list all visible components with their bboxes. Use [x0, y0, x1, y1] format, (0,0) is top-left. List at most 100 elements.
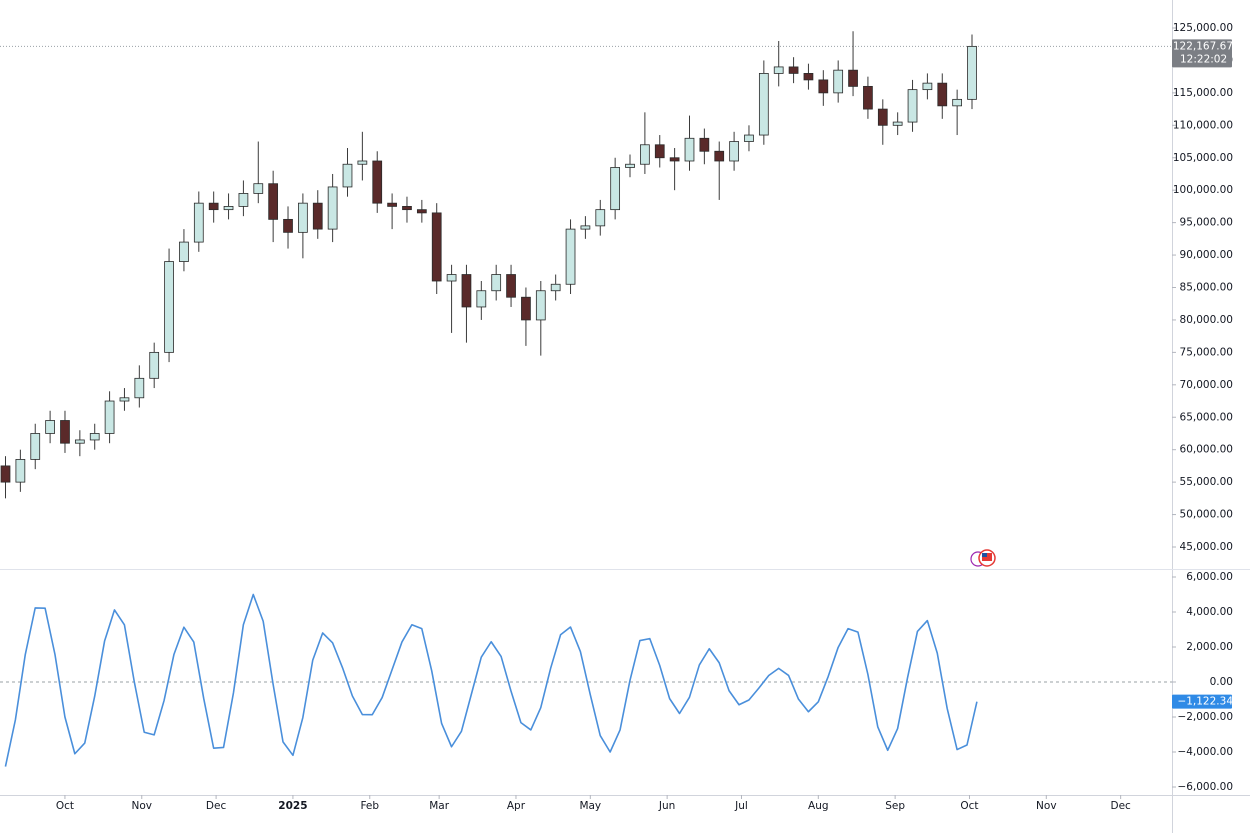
- y-tick-label: 0.00: [1210, 676, 1233, 688]
- candle-body: [15, 459, 26, 483]
- candle-body: [327, 186, 338, 230]
- candle-body: [521, 296, 531, 321]
- candle-body: [788, 66, 799, 74]
- icon-flag-canton: [982, 553, 987, 557]
- candle-body: [937, 82, 948, 107]
- candle-body: [535, 290, 546, 321]
- candle-body: [565, 228, 576, 285]
- x-tick-label: 2025: [278, 800, 307, 812]
- x-tick-label: Mar: [429, 800, 449, 812]
- candle-body: [907, 89, 918, 123]
- tag-box: [1172, 39, 1232, 68]
- last-value-tag: −1,122.34: [1172, 694, 1233, 709]
- candle-body: [491, 274, 502, 292]
- candle-body: [833, 69, 844, 94]
- y-tick-label: −4,000.00: [1177, 746, 1233, 758]
- candle-body: [595, 209, 606, 227]
- x-tick-label: Nov: [132, 800, 153, 812]
- candle-body: [699, 137, 710, 152]
- y-tick-label: 90,000.00: [1180, 249, 1233, 261]
- candle-body: [387, 202, 397, 207]
- x-tick-label: Oct: [960, 800, 978, 812]
- y-tick-label: 75,000.00: [1180, 346, 1233, 358]
- candle-body: [253, 183, 264, 194]
- y-tick-label: 4,000.00: [1186, 606, 1233, 618]
- candle-body: [506, 274, 516, 298]
- y-tick-label: 115,000.00: [1173, 87, 1233, 99]
- candle-body: [684, 137, 695, 162]
- last-value-tag: 122,167.67: [1172, 39, 1233, 68]
- candle-body: [744, 134, 754, 142]
- candle-body: [60, 420, 70, 444]
- x-tick-label: Sep: [885, 800, 905, 812]
- x-tick-label: Feb: [360, 800, 379, 812]
- candle-body: [714, 150, 725, 162]
- candle-body: [134, 377, 145, 399]
- candle-body: [952, 98, 962, 107]
- candle-body: [164, 261, 174, 353]
- event-icon: [970, 549, 996, 567]
- candle-body: [104, 400, 115, 434]
- candle-body: [669, 157, 680, 162]
- candle-body: [89, 433, 100, 441]
- candles: [0, 31, 977, 499]
- candle-body: [877, 108, 888, 126]
- candle-body: [803, 73, 814, 81]
- y-tick-label: 125,000.00: [1173, 22, 1233, 34]
- candle-body: [372, 160, 383, 204]
- candle-body: [45, 420, 55, 434]
- x-tick-label: Dec: [1110, 800, 1131, 812]
- y-tick-label: 6,000.00: [1186, 571, 1233, 583]
- candle-body: [758, 73, 769, 136]
- y-tick-label: 80,000.00: [1180, 314, 1233, 326]
- tag-box: [1172, 694, 1232, 709]
- candle-body: [967, 45, 977, 100]
- y-tick-label: 105,000.00: [1173, 152, 1233, 164]
- candle-body: [446, 274, 457, 282]
- candle-body: [30, 433, 41, 460]
- tag-text: −1,122.34: [1177, 696, 1233, 708]
- candle-body: [119, 397, 130, 402]
- candle-body: [729, 141, 739, 162]
- candle-body: [580, 225, 591, 230]
- x-tick-label: Dec: [206, 800, 227, 812]
- candle-body: [0, 465, 11, 483]
- candle-body: [773, 66, 784, 74]
- x-tick-label: Nov: [1036, 800, 1057, 812]
- candle-body: [357, 160, 368, 165]
- candle-body: [550, 283, 561, 292]
- y-tick-label: 45,000.00: [1180, 541, 1233, 553]
- candle-body: [208, 202, 219, 211]
- y-tick-label: 60,000.00: [1180, 444, 1233, 456]
- candle-body: [654, 144, 665, 159]
- candle-body: [268, 183, 279, 220]
- candle-body: [848, 69, 858, 87]
- x-tick-label: Aug: [808, 800, 829, 812]
- y-tick-label: 85,000.00: [1180, 282, 1233, 294]
- countdown: 12:22:02: [1180, 53, 1227, 65]
- y-tick-label: 110,000.00: [1173, 119, 1233, 131]
- x-tick-label: Jul: [734, 800, 748, 812]
- oscillator-line: [4, 593, 978, 767]
- candle-body: [74, 439, 85, 444]
- candle-body: [610, 167, 621, 211]
- candle-body: [863, 85, 873, 110]
- candle-body: [342, 163, 353, 188]
- candle-body: [476, 290, 487, 308]
- candle-body: [283, 218, 293, 233]
- candle-body: [179, 241, 189, 262]
- y-tick-label: 65,000.00: [1180, 411, 1233, 423]
- x-tick-label: Oct: [56, 800, 74, 812]
- candle-body: [402, 206, 412, 211]
- candle-body: [223, 206, 234, 211]
- y-tick-label: 70,000.00: [1180, 379, 1233, 391]
- y-tick-label: 95,000.00: [1180, 217, 1233, 229]
- x-tick-label: Apr: [507, 800, 526, 812]
- candle-body: [892, 121, 903, 126]
- candle-body: [625, 163, 635, 168]
- candle-body: [238, 193, 249, 207]
- x-tick-label: May: [579, 800, 601, 812]
